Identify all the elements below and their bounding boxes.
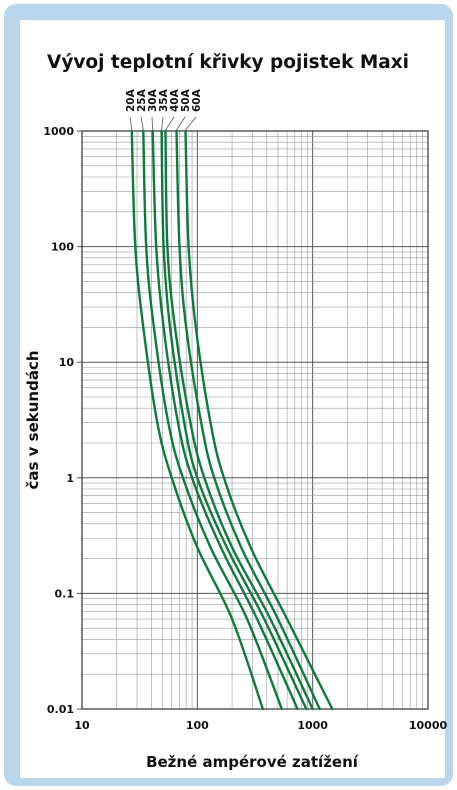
legend-leader: [176, 116, 186, 131]
curve-25A: [142, 129, 283, 711]
legend-leader: [140, 116, 144, 131]
curve-50A: [175, 129, 321, 711]
x-tick-label: 100: [186, 719, 209, 732]
y-axis-title: čas v sekundách: [24, 350, 42, 489]
x-tick-label: 10000: [409, 719, 448, 732]
curves: [130, 129, 334, 711]
legend-label: 35A: [158, 88, 170, 112]
y-tick-label: 0.1: [55, 587, 75, 600]
chart-frame: [4, 4, 453, 786]
curve-60A: [184, 129, 334, 711]
legend-label: 30A: [147, 88, 159, 112]
legend: 20A 25A 30A 35A 40A 50A 60A: [125, 88, 203, 131]
legend-leader: [129, 116, 133, 131]
plot-border: [81, 130, 429, 710]
curve-20A: [130, 129, 265, 711]
legend-label: 40A: [169, 88, 181, 112]
grid: [77, 130, 429, 710]
curve-30A: [151, 129, 299, 711]
curve-35A: [160, 129, 308, 711]
y-tick-label: 1: [66, 472, 74, 485]
legend-label: 50A: [180, 88, 192, 112]
curve-40A: [164, 129, 314, 711]
legend-label: 60A: [191, 88, 203, 112]
x-tick-label: 1000: [297, 719, 328, 732]
legend-leader: [165, 116, 175, 131]
y-tick-label: 0.01: [47, 703, 74, 716]
legend-leader: [151, 116, 154, 131]
chart-title: Vývoj teplotní křivky pojistek Maxi: [47, 52, 409, 73]
tick-labels: 10 100 1000 10000 0.01 0.1 1 10 100 1000: [43, 125, 447, 732]
x-axis-title: Bežné ampérové zatížení: [146, 753, 359, 771]
legend-leader: [185, 116, 197, 131]
legend-leader: [161, 116, 164, 131]
y-tick-label: 100: [51, 241, 74, 254]
legend-label: 20A: [125, 88, 137, 112]
legend-label: 25A: [136, 88, 148, 112]
x-tick-label: 10: [74, 719, 90, 732]
y-tick-label: 1000: [43, 125, 74, 138]
chart-panel: [20, 20, 445, 778]
y-tick-label: 10: [59, 356, 75, 369]
